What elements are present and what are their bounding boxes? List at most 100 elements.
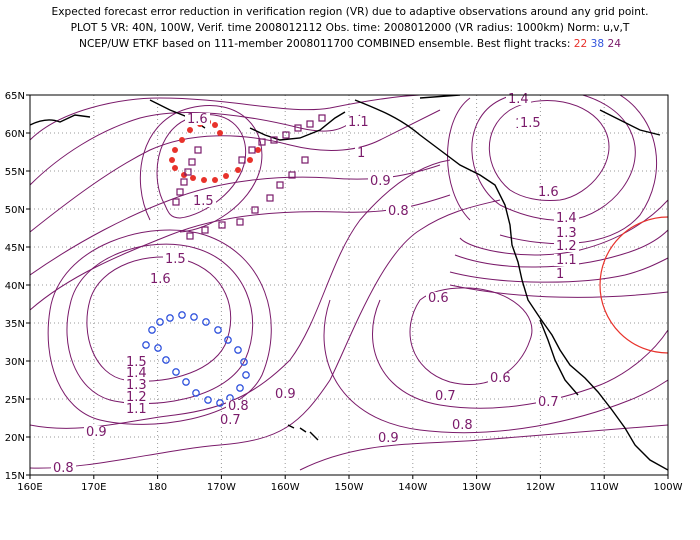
contour-label: 1.3 — [556, 226, 577, 241]
track-24-point — [251, 206, 259, 214]
track-38-point — [236, 384, 244, 392]
lat-tick-label: 45N — [5, 243, 25, 254]
track-24-point — [248, 146, 256, 154]
contour-label: 1.5 — [126, 355, 147, 370]
track-38-point — [154, 344, 162, 352]
contour-label-bg — [536, 396, 561, 408]
contour-label: 0.9 — [370, 174, 391, 189]
contour-label: 1.3 — [126, 378, 147, 393]
track-38-point — [240, 358, 248, 366]
contour-line — [299, 424, 668, 471]
track-38-point — [214, 326, 222, 334]
lon-tick-label: 140W — [398, 482, 427, 493]
track-22-point — [212, 122, 218, 128]
lat-tick-label: 50N — [5, 205, 25, 216]
contour-label-bg — [84, 426, 109, 438]
contour-label: 1.5 — [520, 116, 541, 131]
track-24-point — [184, 168, 192, 176]
contour-line — [449, 257, 668, 283]
contour-label-bg — [124, 391, 149, 403]
contour-label: 0.9 — [86, 425, 107, 440]
contour-label-bg — [346, 116, 371, 128]
track-24-point — [276, 181, 284, 189]
contour-label: 1.4 — [126, 366, 147, 381]
lon-tick-label: 100W — [654, 482, 683, 493]
header-line-1: Expected forecast error reduction in ver… — [51, 6, 649, 18]
contour-line — [323, 299, 668, 434]
plot-header: Expected forecast error reduction in ver… — [0, 4, 700, 52]
contour-label: 1.4 — [508, 92, 529, 107]
track-38-point — [148, 326, 156, 334]
contour-label: 1.2 — [126, 390, 147, 405]
lon-tick-label: 170W — [207, 482, 236, 493]
flight-tracks — [142, 114, 326, 407]
lat-tick-label: 20N — [5, 433, 25, 444]
contour-label: 0.8 — [388, 204, 409, 219]
contour-line — [86, 256, 232, 382]
contour-label: 0.9 — [275, 387, 296, 402]
track-22-point — [179, 137, 185, 143]
contour-label-bg — [163, 253, 188, 265]
lat-tick-label: 35N — [5, 319, 25, 330]
track-24-point — [318, 114, 326, 122]
track-24-point — [266, 194, 274, 202]
contour-label-bg — [554, 240, 579, 252]
contour-label-bg — [124, 379, 149, 391]
contour-label: 1 — [556, 267, 564, 282]
track-22-point — [201, 177, 207, 183]
track-24-point — [288, 171, 296, 179]
contour-line — [454, 229, 668, 268]
header-line-3-text: NCEP/UW ETKF based on 111-member 2008011… — [79, 38, 571, 50]
lon-tick-label: 160E — [17, 482, 42, 493]
track-38-point — [234, 346, 242, 354]
track-24-point — [188, 158, 196, 166]
track-24-point — [238, 156, 246, 164]
track-38-point — [204, 396, 212, 404]
track-38-point — [242, 371, 250, 379]
contour-label: 1.6 — [538, 185, 559, 200]
axes: 160E 170E 180 170W 160W 150W 140W 130W 120W 110W 1… — [5, 91, 683, 493]
track-24-point — [218, 221, 226, 229]
contour-line — [372, 299, 668, 409]
track-22-point — [172, 165, 178, 171]
lat-tick-label: 25N — [5, 395, 25, 406]
contour-line — [30, 112, 361, 186]
track-24-point — [294, 124, 302, 132]
track-22-point — [223, 173, 229, 179]
coast-alaska — [30, 99, 668, 471]
track-38-point — [142, 341, 150, 349]
contour-label: 0.7 — [538, 395, 559, 410]
contour-label-bg — [554, 227, 579, 239]
header-line-3: NCEP/UW ETKF based on 111-member 2008011… — [0, 36, 700, 52]
contour-label: 0.7 — [220, 413, 241, 428]
track-38-point — [166, 314, 174, 322]
contour-line — [488, 99, 610, 201]
track-38-point — [172, 368, 180, 376]
track-24-point — [301, 156, 309, 164]
contour-label: 0.6 — [428, 291, 449, 306]
track-22-point — [169, 157, 175, 163]
contour-label: 1.5 — [193, 194, 214, 209]
contour-label: 0.7 — [435, 389, 456, 404]
track-24-point — [306, 120, 314, 128]
track-38-label: 38 — [590, 38, 605, 50]
contour-label-bg — [518, 117, 543, 129]
track-22-point — [217, 130, 223, 136]
contour-label-bg — [368, 175, 393, 187]
contour-label-bg — [554, 212, 579, 224]
lat-tick-label: 65N — [5, 91, 25, 102]
lon-tick-label: 180 — [148, 482, 167, 493]
contour-line — [47, 229, 272, 425]
track-22-point — [247, 157, 253, 163]
track-22-label: 22 — [573, 38, 588, 50]
lon-tick-label: 130W — [462, 482, 491, 493]
track-22-point — [190, 175, 196, 181]
track-24-point — [258, 138, 266, 146]
track-22-point — [172, 147, 178, 153]
track-24-point — [201, 226, 209, 234]
contour-label: 0.8 — [228, 399, 249, 414]
track-38-point — [192, 389, 200, 397]
contour-label-bg — [51, 462, 76, 474]
contour-label-bg — [273, 388, 298, 400]
